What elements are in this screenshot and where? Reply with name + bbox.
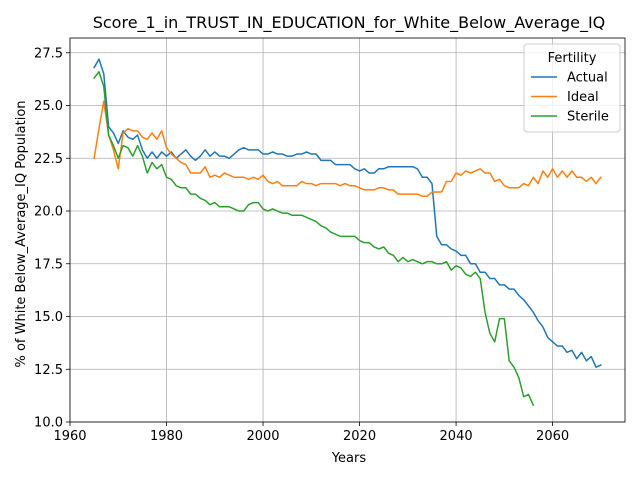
y-tick-label: 27.5 — [34, 46, 63, 61]
y-axis-label: % of White Below_Average_IQ Population — [14, 100, 29, 367]
y-axis: 10.0 12.5 15.0 17.5 20.0 22.5 25.0 27.5 — [34, 46, 70, 431]
legend-label-sterile: Sterile — [567, 110, 609, 125]
x-axis: 1960 1980 2000 2020 2040 2060 — [53, 422, 569, 444]
x-tick-label: 1960 — [53, 429, 86, 444]
y-tick-label: 10.0 — [34, 416, 63, 431]
legend-title: Fertility — [548, 51, 597, 66]
plot-frame — [69, 37, 626, 423]
x-tick-label: 2060 — [536, 429, 569, 444]
y-tick-label: 12.5 — [34, 363, 63, 378]
y-tick-label: 17.5 — [34, 257, 63, 272]
x-tick-label: 2040 — [440, 429, 473, 444]
series-line-sterile — [93, 71, 535, 407]
x-tick-label: 2000 — [246, 429, 279, 444]
x-tick-label: 1980 — [150, 429, 183, 444]
y-tick-label: 22.5 — [34, 152, 63, 167]
legend-box — [523, 43, 621, 133]
series-layer — [93, 58, 602, 407]
legend-label-ideal: Ideal — [567, 90, 599, 105]
chart-title: Score_1_in_TRUST_IN_EDUCATION_for_White_… — [93, 13, 606, 33]
series-line-ideal — [93, 100, 602, 197]
legend-label-actual: Actual — [567, 71, 608, 86]
x-tick-label: 2020 — [343, 429, 376, 444]
series-line-actual — [93, 58, 602, 368]
x-axis-label: Years — [331, 451, 367, 466]
y-tick-label: 20.0 — [34, 205, 63, 220]
y-tick-label: 25.0 — [34, 99, 63, 114]
y-tick-label: 15.0 — [34, 310, 63, 325]
legend: Fertility Actual Ideal Sterile — [523, 43, 621, 133]
